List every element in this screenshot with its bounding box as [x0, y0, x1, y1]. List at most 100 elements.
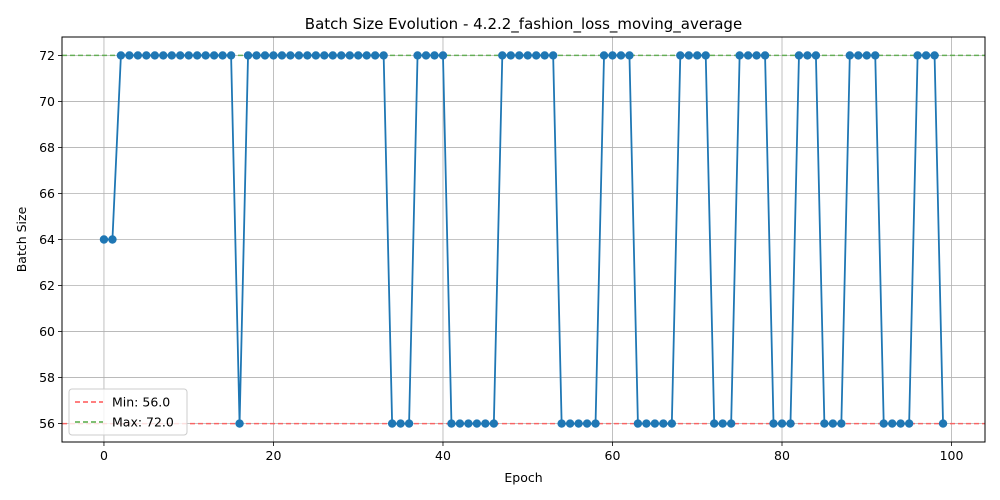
data-point: [489, 419, 499, 428]
y-tick-label: 64: [39, 232, 55, 247]
x-axis-label: Epoch: [504, 470, 542, 485]
data-point: [667, 419, 677, 428]
data-point: [879, 419, 888, 428]
data-point: [235, 419, 244, 428]
data-point: [294, 51, 304, 60]
y-tick-label: 60: [39, 324, 55, 339]
data-point: [820, 419, 829, 428]
data-point: [557, 419, 566, 428]
x-tick-label: 40: [435, 448, 451, 463]
data-point: [735, 51, 744, 60]
data-point: [633, 419, 643, 428]
data-point: [201, 51, 210, 60]
y-tick-label: 68: [39, 140, 55, 155]
data-point: [387, 419, 397, 428]
data-point: [192, 51, 202, 60]
data-point: [455, 419, 465, 428]
data-point: [218, 51, 227, 60]
data-point: [303, 51, 312, 60]
data-point: [523, 51, 532, 60]
data-point: [837, 419, 846, 428]
y-tick-label: 58: [39, 370, 55, 385]
data-point: [871, 51, 880, 60]
data-point: [684, 51, 693, 60]
x-tick-label: 60: [605, 448, 621, 463]
data-point: [464, 419, 473, 428]
data-point: [108, 235, 117, 244]
data-point: [760, 51, 770, 60]
data-point: [142, 51, 151, 60]
data-point: [226, 51, 236, 60]
data-point: [811, 51, 821, 60]
data-point: [260, 51, 270, 60]
data-point: [116, 51, 126, 60]
data-point: [726, 419, 736, 428]
data-point: [769, 419, 778, 428]
data-point: [896, 419, 905, 428]
data-point: [794, 51, 804, 60]
data-point: [676, 51, 685, 60]
chart-title: Batch Size Evolution - 4.2.2_fashion_los…: [305, 15, 742, 34]
data-point: [269, 51, 278, 60]
data-point: [752, 51, 761, 60]
data-point: [320, 51, 329, 60]
legend-max-label: Max: 72.0: [112, 415, 174, 430]
series-polyline: [103, 54, 944, 425]
data-point: [252, 51, 261, 60]
data-point: [430, 51, 439, 60]
y-tick-label: 66: [39, 186, 55, 201]
data-point: [701, 51, 710, 60]
x-tick-label: 0: [100, 448, 108, 463]
data-point: [616, 51, 626, 60]
data-point: [438, 51, 448, 60]
data-point: [650, 419, 660, 428]
y-ticks: 56 58 60 62 64 66 68 70 72: [39, 48, 62, 431]
data-point: [396, 419, 405, 428]
data-point: [133, 51, 143, 60]
data-point: [599, 51, 609, 60]
data-point: [845, 51, 855, 60]
data-point: [176, 51, 185, 60]
data-point: [904, 419, 914, 428]
data-point: [887, 419, 897, 428]
data-point: [498, 51, 507, 60]
data-point: [413, 51, 422, 60]
data-point: [574, 419, 583, 428]
data-point: [447, 419, 456, 428]
data-point: [913, 51, 922, 60]
y-tick-label: 72: [39, 48, 55, 63]
data-point: [582, 419, 592, 428]
data-point: [99, 235, 109, 244]
data-point: [184, 51, 193, 60]
data-point: [743, 51, 753, 60]
series-line: [99, 51, 948, 428]
data-point: [540, 51, 549, 60]
data-point: [404, 419, 414, 428]
grid: [62, 37, 985, 442]
data-point: [286, 51, 295, 60]
data-point: [354, 51, 363, 60]
data-point: [311, 51, 321, 60]
x-tick-label: 80: [774, 448, 790, 463]
x-tick-label: 100: [940, 448, 964, 463]
data-point: [472, 419, 482, 428]
legend-min-label: Min: 56.0: [112, 395, 170, 410]
y-tick-label: 56: [39, 416, 55, 431]
data-point: [710, 419, 719, 428]
data-point: [481, 419, 490, 428]
data-point: [803, 51, 812, 60]
data-point: [362, 51, 371, 60]
x-ticks: 0 20 40 60 80 100: [100, 442, 964, 463]
data-point: [854, 51, 863, 60]
y-tick-label: 70: [39, 94, 55, 109]
data-point: [167, 51, 176, 60]
data-point: [532, 51, 541, 60]
data-point: [718, 419, 727, 428]
data-point: [693, 51, 702, 60]
data-point: [515, 51, 524, 60]
data-point: [370, 51, 380, 60]
data-point: [277, 51, 287, 60]
data-point: [565, 419, 575, 428]
data-point: [591, 419, 600, 428]
y-axis-label: Batch Size: [14, 206, 29, 272]
